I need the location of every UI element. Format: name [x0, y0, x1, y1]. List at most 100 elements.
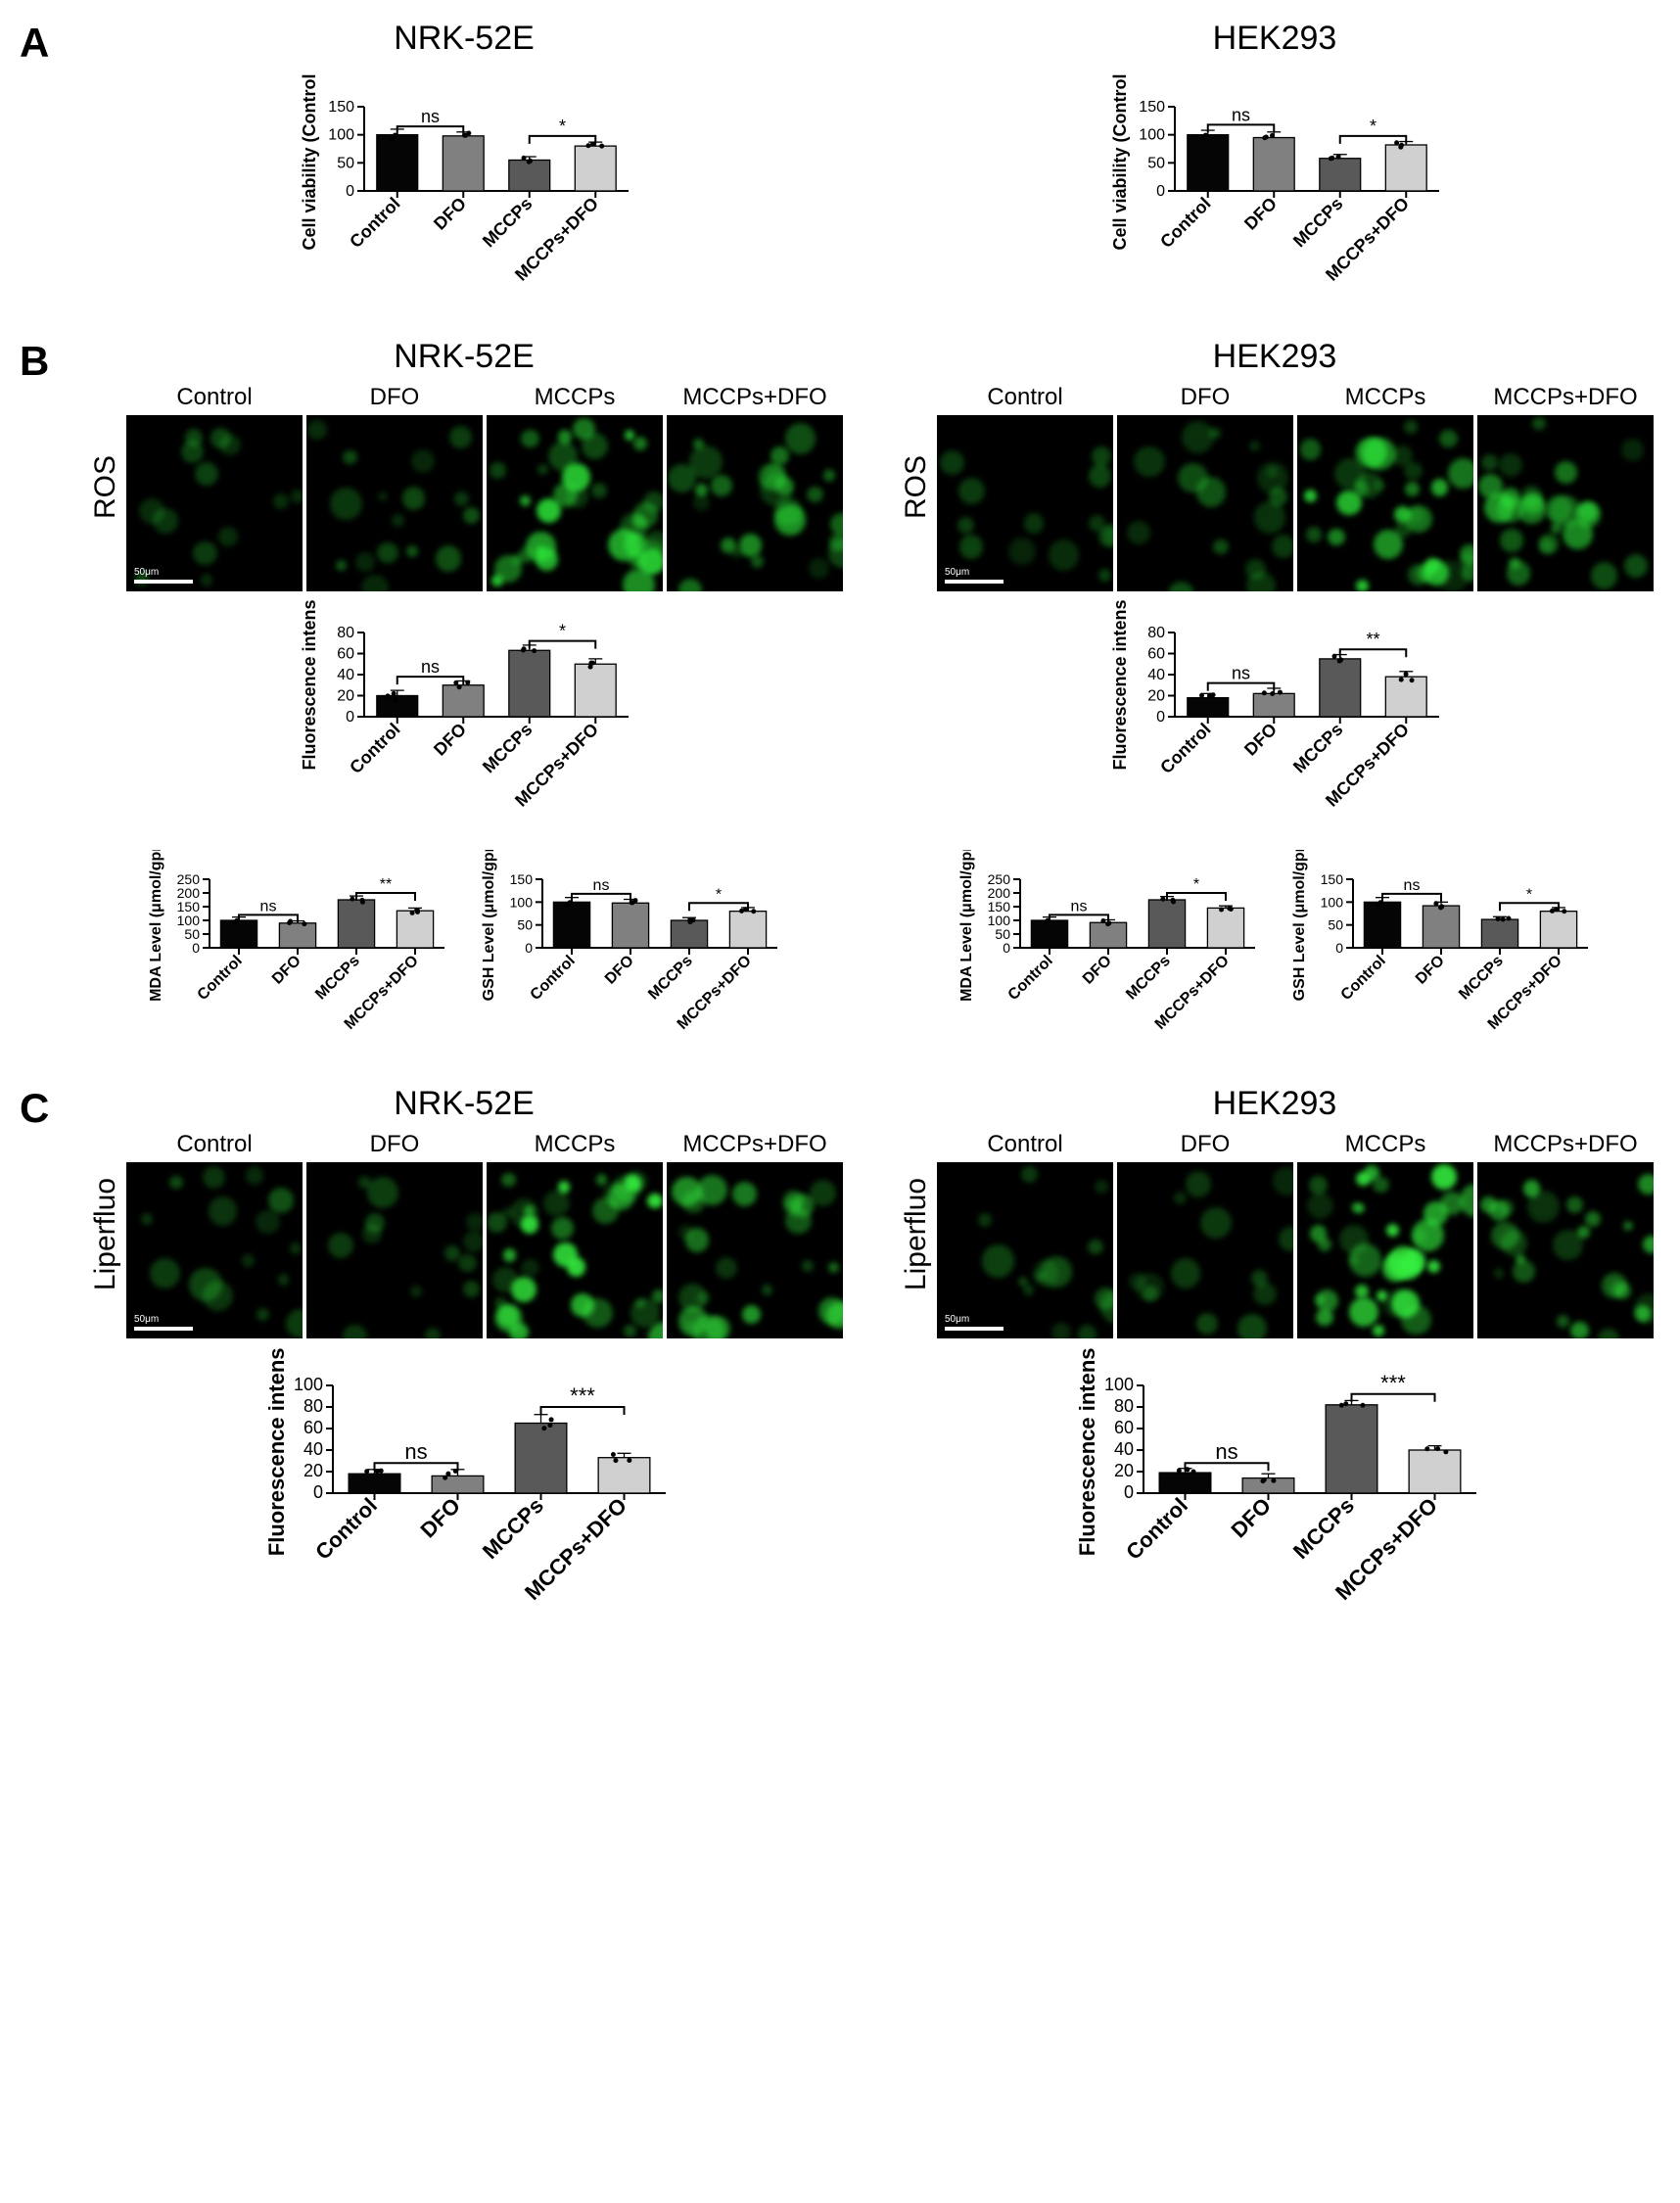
svg-text:150: 150 — [1321, 871, 1344, 887]
svg-text:MDA Level (μmol/gprot): MDA Level (μmol/gprot) — [148, 850, 164, 1002]
svg-text:DFO: DFO — [269, 953, 304, 988]
svg-text:100: 100 — [294, 1375, 323, 1394]
panel-c-label: C — [20, 1085, 49, 1132]
svg-text:60: 60 — [1114, 1418, 1134, 1437]
panel-b-nrk-title: NRK-52E — [394, 338, 535, 376]
svg-text:0: 0 — [1003, 940, 1010, 956]
bar-chart: 050100150GSH Level (μmol/gprot)ControlDF… — [474, 850, 787, 1055]
scale-bar — [945, 580, 1003, 584]
micrograph — [667, 1162, 843, 1338]
micro-header: DFO — [370, 1131, 420, 1158]
micro-header: MCCPs — [1345, 1131, 1426, 1158]
svg-text:0: 0 — [346, 183, 354, 200]
svg-text:100: 100 — [510, 894, 534, 910]
panel-b-nrk-mda: 050100150200250MDA Level (μmol/gprot)Con… — [141, 850, 454, 1055]
panel-c-nrk-title: NRK-52E — [394, 1085, 535, 1123]
svg-text:**: ** — [1366, 630, 1379, 649]
svg-text:150: 150 — [510, 871, 534, 887]
scale-bar-label: 50μm — [134, 1314, 159, 1325]
micro-col: Control 50μm — [937, 1131, 1113, 1338]
svg-text:60: 60 — [303, 1418, 323, 1437]
micro-header: Control — [987, 1131, 1062, 1158]
svg-text:Control: Control — [1338, 953, 1389, 1004]
svg-text:MCCPs: MCCPs — [1456, 953, 1507, 1004]
panel-b-hek-fi: 020406080Fluorescence intensityControlDF… — [1098, 599, 1451, 834]
micrograph — [1297, 415, 1473, 591]
panel-b-rowlabel-nrk: ROS — [85, 455, 122, 519]
svg-text:0: 0 — [525, 940, 533, 956]
micro-header: MCCPs — [535, 384, 616, 411]
micro-header: MCCPs — [535, 1131, 616, 1158]
svg-text:*: * — [1370, 117, 1377, 136]
svg-text:*: * — [559, 622, 566, 641]
micrograph: 50μm — [126, 1162, 303, 1338]
svg-text:DFO: DFO — [1240, 194, 1281, 234]
micro-col: MCCPs+DFO — [1477, 384, 1654, 591]
svg-text:100: 100 — [177, 913, 201, 928]
micro-header: MCCPs+DFO — [1493, 1131, 1637, 1158]
svg-text:100: 100 — [1104, 1375, 1134, 1394]
panel-a-label: A — [20, 20, 49, 67]
svg-text:50: 50 — [995, 926, 1010, 942]
micro-col: MCCPs+DFO — [667, 1131, 843, 1338]
micro-col: Control50μm — [126, 1131, 303, 1338]
panel-b-hek: HEK293 ROS Control50μmDFOMCCPsMCCPs+DFO … — [889, 338, 1660, 1055]
scale-bar-label: 50μm — [945, 567, 969, 578]
micrograph: 50μm — [937, 415, 1113, 591]
micro-col: MCCPs — [1297, 384, 1473, 591]
svg-text:*: * — [559, 117, 566, 136]
micro-header: DFO — [1181, 384, 1231, 411]
panel-b-hek-imgs: ROS Control50μmDFOMCCPsMCCPs+DFO — [896, 384, 1654, 591]
micrograph: 50μm — [937, 1162, 1113, 1338]
micrograph — [1477, 415, 1654, 591]
svg-text:Control: Control — [195, 953, 246, 1004]
svg-text:ns: ns — [1404, 877, 1421, 894]
svg-text:*: * — [716, 886, 722, 903]
svg-text:0: 0 — [192, 940, 200, 956]
svg-text:DFO: DFO — [416, 1493, 466, 1543]
svg-text:40: 40 — [1147, 667, 1165, 683]
bar-chart: 020406080Fluorescence intensityControlDF… — [288, 599, 640, 834]
micro-header: MCCPs+DFO — [682, 1131, 826, 1158]
svg-text:40: 40 — [337, 667, 354, 683]
svg-text:Cell viability (Control %): Cell viability (Control %) — [1110, 73, 1130, 251]
panel-c-rowlabel-nrk: Liperfluo — [85, 1178, 122, 1290]
panel-b-nrk-gsh: 050100150GSH Level (μmol/gprot)ControlDF… — [474, 850, 787, 1055]
svg-text:DFO: DFO — [430, 194, 470, 234]
panel-b-nrk: NRK-52E ROS Control50μmDFOMCCPsMCCPs+DFO… — [78, 338, 850, 1055]
svg-text:150: 150 — [988, 899, 1011, 914]
svg-text:100: 100 — [1321, 894, 1344, 910]
svg-text:40: 40 — [1114, 1439, 1134, 1459]
panel-b-nrk-fi: 020406080Fluorescence intensityControlDF… — [288, 599, 640, 834]
svg-text:20: 20 — [1114, 1461, 1134, 1480]
svg-text:ns: ns — [421, 657, 440, 677]
micrograph — [487, 1162, 663, 1338]
panel-a: A NRK-52E 050100150Cell viability (Contr… — [20, 20, 1660, 308]
svg-text:ns: ns — [421, 107, 440, 126]
svg-text:MCCPs: MCCPs — [479, 194, 537, 252]
micro-header: DFO — [370, 384, 420, 411]
micrograph — [306, 1162, 483, 1338]
svg-text:ns: ns — [1232, 664, 1250, 683]
svg-text:Control: Control — [1005, 953, 1056, 1004]
svg-text:*: * — [1526, 886, 1532, 903]
panel-c-nrk-chart: 020406080100Fluorescence intensityContro… — [249, 1346, 679, 1630]
micrograph: 50μm — [126, 415, 303, 591]
svg-text:Fluorescence intensity: Fluorescence intensity — [300, 599, 319, 771]
svg-text:150: 150 — [328, 99, 354, 116]
svg-text:ns: ns — [593, 877, 610, 894]
micrograph — [1297, 1162, 1473, 1338]
svg-text:DFO: DFO — [1240, 720, 1281, 760]
svg-text:50: 50 — [517, 917, 533, 933]
micrograph — [306, 415, 483, 591]
svg-text:Fluorescence intensity: Fluorescence intensity — [1110, 599, 1130, 771]
micro-col: DFO — [306, 1131, 483, 1338]
svg-text:GSH Level (μmol/gprot): GSH Level (μmol/gprot) — [1291, 850, 1308, 1001]
panel-a-nrk: NRK-52E 050100150Cell viability (Control… — [78, 20, 850, 308]
svg-text:200: 200 — [177, 885, 201, 901]
svg-text:200: 200 — [988, 885, 1011, 901]
svg-text:60: 60 — [337, 646, 354, 663]
micro-header: DFO — [1181, 1131, 1231, 1158]
svg-text:20: 20 — [303, 1461, 323, 1480]
panel-b-label: B — [20, 338, 49, 385]
